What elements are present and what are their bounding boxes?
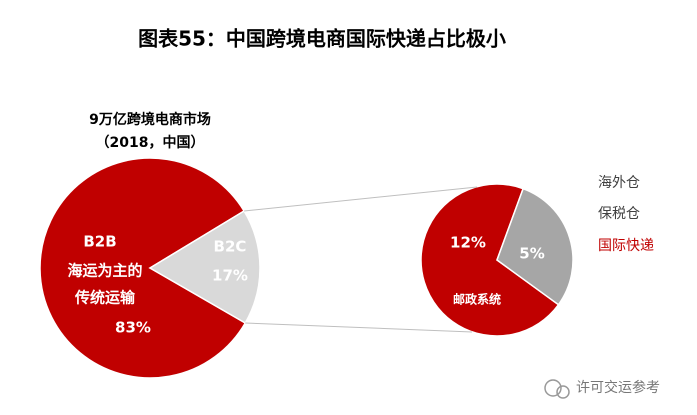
annotation: 传统运输 bbox=[74, 289, 136, 307]
legend-label: 保税仓 bbox=[598, 206, 640, 222]
pie-slice bbox=[148, 209, 261, 325]
annotation: 邮政系统 bbox=[453, 292, 501, 307]
value-label: 12% bbox=[450, 234, 486, 252]
watermark: 许可交运参考 bbox=[576, 379, 660, 396]
watermark-icon bbox=[544, 379, 570, 399]
pie-slice bbox=[39, 157, 247, 379]
page-title: 图表55：中国跨境电商国际快递占比极小 bbox=[138, 27, 506, 51]
subtitle: 9万亿跨境电商市场 bbox=[89, 111, 211, 128]
category-label: B2B bbox=[83, 233, 116, 251]
connector bbox=[245, 322, 473, 333]
subtitle: （2018，中国） bbox=[96, 134, 205, 151]
legend-label: 国际快递 bbox=[598, 238, 654, 254]
annotation: 海运为主的 bbox=[67, 262, 142, 280]
category-label: B2C bbox=[214, 238, 247, 256]
value-label: 17% bbox=[212, 267, 248, 285]
connector bbox=[244, 186, 478, 212]
value-label: 5% bbox=[519, 245, 544, 263]
pie-slice bbox=[420, 183, 560, 337]
pie-slice bbox=[496, 187, 574, 306]
legend-label: 海外仓 bbox=[598, 175, 640, 191]
value-label: 83% bbox=[115, 319, 151, 337]
